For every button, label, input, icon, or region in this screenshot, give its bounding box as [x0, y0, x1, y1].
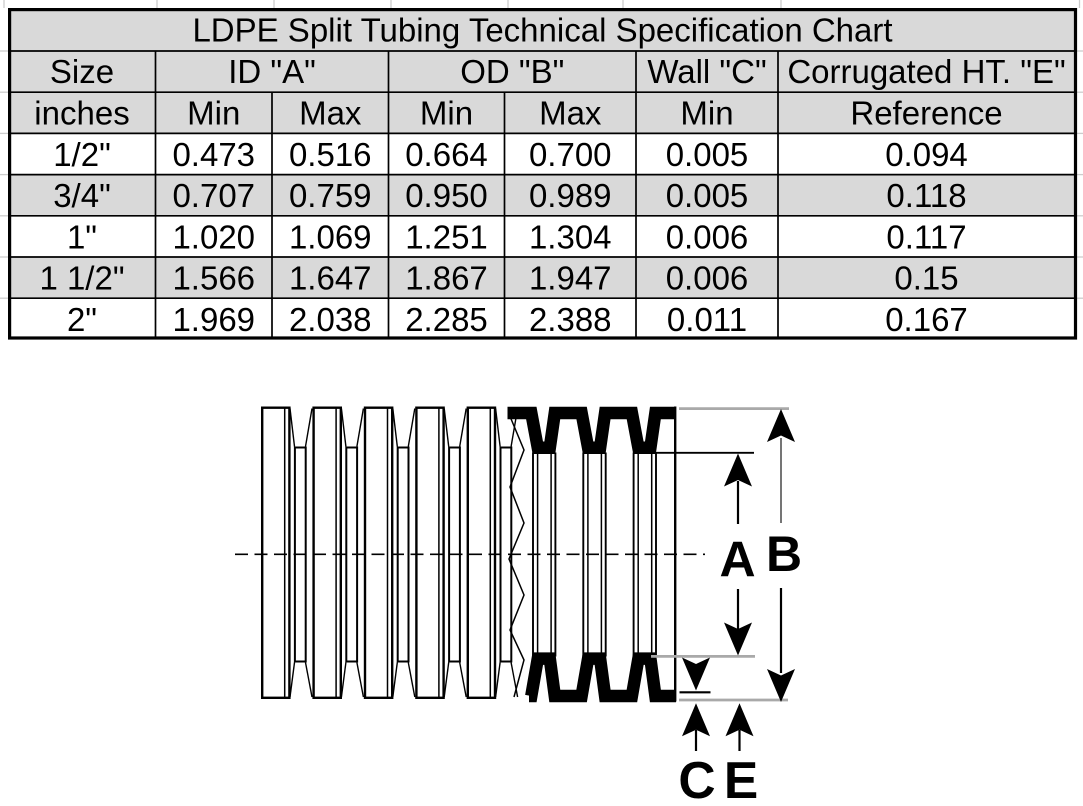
- svg-text:2": 2": [67, 301, 97, 338]
- svg-text:0.950: 0.950: [405, 177, 488, 214]
- svg-text:0.473: 0.473: [172, 136, 255, 173]
- svg-text:Reference: Reference: [850, 95, 1002, 132]
- svg-text:0.117: 0.117: [886, 218, 966, 255]
- svg-text:B: B: [766, 526, 802, 582]
- svg-text:1 1/2": 1 1/2": [39, 260, 124, 297]
- svg-text:1.020: 1.020: [172, 218, 255, 255]
- svg-text:1.566: 1.566: [172, 260, 255, 297]
- svg-text:Wall "C": Wall "C": [647, 53, 766, 90]
- svg-text:0.759: 0.759: [289, 177, 372, 214]
- svg-text:0.700: 0.700: [529, 136, 612, 173]
- svg-text:A: A: [719, 532, 755, 588]
- svg-text:1.069: 1.069: [289, 218, 372, 255]
- svg-text:C: C: [678, 751, 715, 806]
- svg-text:Max: Max: [539, 95, 602, 132]
- svg-text:2.038: 2.038: [289, 301, 372, 338]
- svg-text:OD "B": OD "B": [460, 53, 564, 90]
- svg-text:0.167: 0.167: [885, 301, 968, 338]
- svg-text:ID "A": ID "A": [228, 53, 316, 90]
- svg-text:Min: Min: [187, 95, 240, 132]
- svg-text:2.285: 2.285: [405, 301, 488, 338]
- svg-text:E: E: [724, 751, 758, 806]
- svg-text:Corrugated HT. "E": Corrugated HT. "E": [787, 53, 1065, 90]
- svg-text:0.15: 0.15: [894, 260, 958, 297]
- svg-text:1.304: 1.304: [529, 218, 612, 255]
- svg-text:0.006: 0.006: [666, 218, 749, 255]
- svg-text:1.251: 1.251: [405, 218, 488, 255]
- svg-text:0.989: 0.989: [529, 177, 612, 214]
- svg-text:inches: inches: [34, 95, 129, 132]
- svg-text:Max: Max: [299, 95, 362, 132]
- svg-text:1.867: 1.867: [405, 260, 488, 297]
- svg-text:Min: Min: [420, 95, 473, 132]
- svg-text:0.118: 0.118: [886, 177, 966, 214]
- svg-text:0.707: 0.707: [172, 177, 255, 214]
- svg-text:Min: Min: [680, 95, 733, 132]
- svg-text:0.005: 0.005: [666, 177, 749, 214]
- svg-text:0.664: 0.664: [405, 136, 488, 173]
- svg-text:1.947: 1.947: [529, 260, 612, 297]
- svg-text:0.005: 0.005: [666, 136, 749, 173]
- svg-text:2.388: 2.388: [529, 301, 612, 338]
- svg-text:Size: Size: [50, 53, 114, 90]
- svg-text:LDPE Split Tubing Technical Sp: LDPE Split Tubing Technical Specificatio…: [192, 12, 892, 49]
- svg-text:1/2": 1/2": [53, 136, 111, 173]
- svg-text:1": 1": [67, 218, 97, 255]
- svg-text:1.647: 1.647: [289, 260, 372, 297]
- svg-text:1.969: 1.969: [172, 301, 255, 338]
- svg-text:0.011: 0.011: [667, 301, 747, 338]
- svg-text:3/4": 3/4": [53, 177, 111, 214]
- svg-text:0.006: 0.006: [666, 260, 749, 297]
- svg-text:0.094: 0.094: [885, 136, 968, 173]
- svg-text:0.516: 0.516: [289, 136, 372, 173]
